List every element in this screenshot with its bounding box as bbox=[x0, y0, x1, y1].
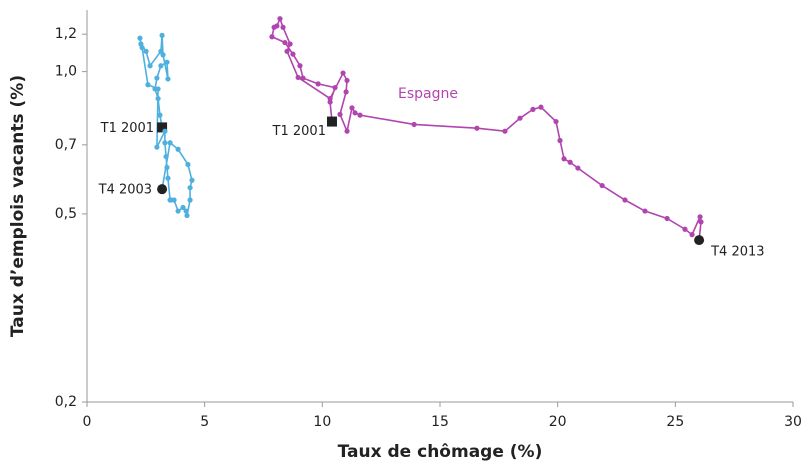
point bbox=[349, 105, 355, 111]
series-label: Espagne bbox=[398, 86, 458, 102]
point bbox=[553, 118, 559, 125]
point bbox=[157, 112, 163, 118]
annotation: T4 2003 bbox=[98, 183, 152, 198]
point bbox=[158, 63, 164, 69]
y-tick-label: 1,2 bbox=[55, 26, 77, 42]
point bbox=[327, 95, 333, 102]
point bbox=[682, 226, 688, 232]
point bbox=[530, 106, 536, 112]
end-marker bbox=[694, 235, 705, 246]
point bbox=[175, 146, 181, 152]
point bbox=[561, 156, 567, 162]
point bbox=[139, 45, 145, 51]
point bbox=[143, 48, 149, 54]
point bbox=[344, 128, 350, 134]
start-marker bbox=[157, 122, 168, 133]
point bbox=[474, 125, 480, 131]
y-axis-title: Taux d’emplois vacants (%) bbox=[8, 75, 28, 337]
point bbox=[698, 219, 704, 225]
point bbox=[622, 197, 628, 203]
y-tick-label: 0,7 bbox=[55, 137, 77, 153]
point bbox=[185, 161, 191, 168]
point bbox=[352, 110, 358, 116]
point bbox=[147, 63, 153, 69]
point bbox=[300, 75, 306, 81]
point bbox=[274, 23, 280, 29]
annotation: T4 2013 bbox=[710, 245, 764, 260]
point bbox=[159, 32, 165, 38]
point bbox=[277, 16, 283, 22]
point bbox=[664, 215, 670, 222]
point bbox=[187, 197, 193, 203]
point bbox=[175, 208, 181, 214]
point bbox=[162, 128, 168, 134]
point bbox=[567, 159, 573, 165]
point bbox=[171, 197, 177, 203]
point bbox=[137, 35, 143, 41]
point bbox=[162, 140, 168, 146]
point bbox=[284, 48, 290, 54]
point bbox=[295, 74, 301, 81]
start-marker bbox=[326, 116, 337, 127]
x-tick-label: 0 bbox=[83, 414, 92, 430]
point bbox=[280, 24, 286, 30]
point bbox=[269, 34, 275, 40]
point bbox=[297, 63, 303, 69]
point bbox=[344, 77, 350, 84]
point bbox=[340, 70, 346, 76]
point bbox=[315, 81, 321, 87]
point bbox=[155, 86, 161, 92]
point bbox=[164, 59, 170, 65]
point bbox=[158, 48, 164, 54]
point bbox=[411, 121, 417, 128]
annotation: T1 2001 bbox=[100, 121, 154, 136]
point bbox=[599, 182, 605, 189]
point bbox=[290, 51, 296, 57]
point bbox=[557, 137, 563, 144]
series-line bbox=[271, 16, 702, 241]
point bbox=[538, 104, 544, 110]
point bbox=[183, 208, 189, 214]
point bbox=[164, 164, 170, 171]
y-tick-label: 0,2 bbox=[55, 394, 77, 410]
point bbox=[154, 144, 160, 150]
point bbox=[517, 115, 523, 121]
point bbox=[332, 85, 338, 91]
point bbox=[337, 111, 343, 117]
point bbox=[184, 212, 190, 219]
point bbox=[642, 208, 648, 214]
point bbox=[287, 41, 293, 47]
x-tick-label: 10 bbox=[313, 414, 331, 430]
point bbox=[163, 153, 169, 160]
end-marker bbox=[157, 184, 168, 195]
point bbox=[502, 128, 508, 134]
x-tick-label: 15 bbox=[431, 414, 449, 430]
point bbox=[697, 214, 703, 220]
x-tick-label: 30 bbox=[784, 414, 802, 430]
point bbox=[189, 177, 195, 183]
y-tick-label: 1,0 bbox=[55, 64, 77, 80]
point bbox=[145, 82, 151, 88]
point bbox=[154, 75, 160, 81]
point bbox=[180, 204, 186, 211]
point bbox=[165, 175, 171, 181]
x-tick-label: 5 bbox=[200, 414, 209, 430]
point bbox=[165, 76, 171, 82]
point bbox=[575, 165, 581, 171]
point bbox=[282, 39, 288, 46]
point bbox=[155, 95, 161, 102]
point bbox=[187, 185, 193, 191]
y-tick-label: 0,5 bbox=[55, 206, 77, 222]
x-axis-title: Taux de chômage (%) bbox=[338, 442, 543, 462]
series-line bbox=[139, 35, 193, 216]
point bbox=[689, 232, 695, 238]
point bbox=[343, 89, 349, 95]
point bbox=[167, 140, 173, 146]
point bbox=[357, 112, 363, 118]
annotation: T1 2001 bbox=[272, 124, 326, 139]
x-tick-label: 25 bbox=[666, 414, 684, 430]
x-tick-label: 20 bbox=[549, 414, 567, 430]
